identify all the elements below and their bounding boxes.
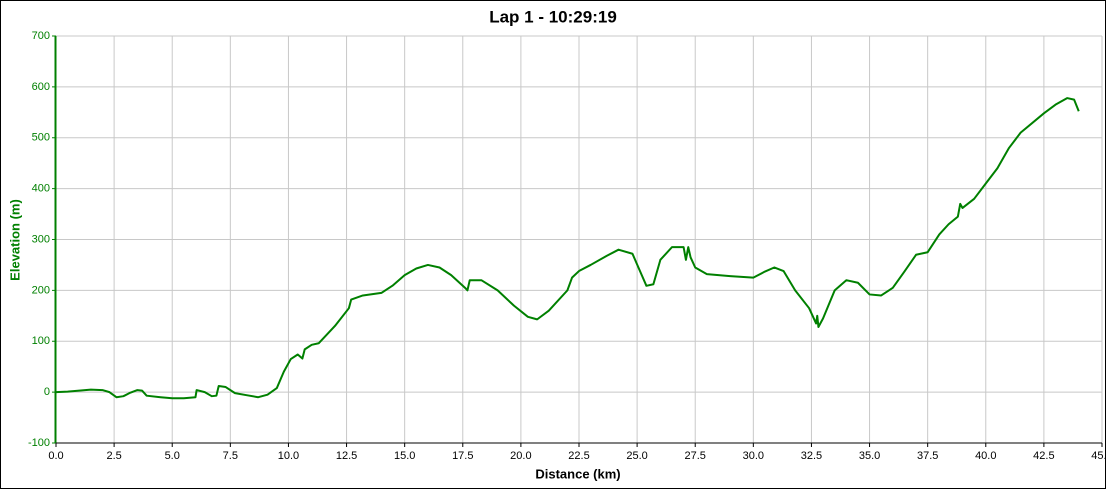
elevation-line <box>55 97 1080 400</box>
x-tick-label: 5.0 <box>165 450 180 462</box>
y-tick-label: -100 <box>28 437 50 449</box>
x-tick-label: 2.5 <box>106 450 121 462</box>
x-tick-label: 20.0 <box>510 450 531 462</box>
y-tick-label: 700 <box>32 30 50 42</box>
x-tick-label: 42.5 <box>1033 450 1054 462</box>
x-tick-label: 45.0 <box>1091 450 1106 462</box>
chart-title: Lap 1 - 10:29:19 <box>489 7 617 26</box>
y-tick-label: 500 <box>32 132 50 144</box>
x-tick-label: 17.5 <box>452 450 473 462</box>
x-tick-label: 0.0 <box>48 450 63 462</box>
x-tick-label: 35.0 <box>859 450 880 462</box>
x-tick-label: 12.5 <box>336 450 357 462</box>
x-tick-label: 30.0 <box>743 450 764 462</box>
x-tick-label: 27.5 <box>685 450 706 462</box>
y-tick-label: 300 <box>32 233 50 245</box>
x-tick-label: 22.5 <box>568 450 589 462</box>
x-tick-label: 32.5 <box>801 450 822 462</box>
x-tick-label: 10.0 <box>278 450 299 462</box>
x-tick-label: 37.5 <box>917 450 938 462</box>
y-tick-label: 0 <box>44 386 50 398</box>
y-axis-label: Elevation (m) <box>7 199 22 281</box>
y-tick-label: 400 <box>32 183 50 195</box>
y-tick-label: 600 <box>32 81 50 93</box>
y-tick-label: 200 <box>32 284 50 296</box>
y-tick-label: 100 <box>32 335 50 347</box>
x-tick-label: 15.0 <box>394 450 415 462</box>
x-tick-label: 7.5 <box>223 450 238 462</box>
x-axis-label: Distance (km) <box>535 466 620 481</box>
x-tick-label: 25.0 <box>626 450 647 462</box>
x-tick-label: 40.0 <box>975 450 996 462</box>
